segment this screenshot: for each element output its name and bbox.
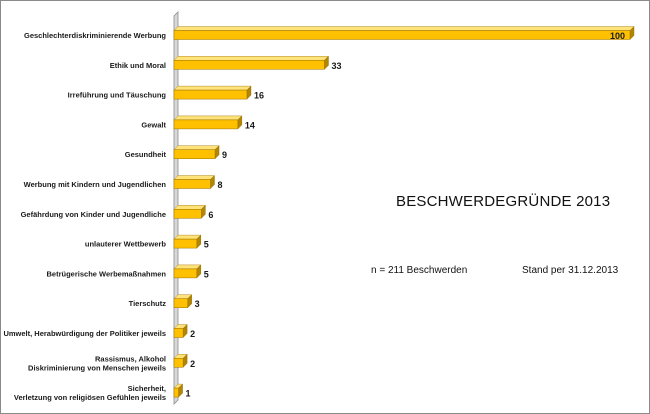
category-label: Sicherheit, Verletzung von religiösen Gef… [14,384,166,402]
category-label-line: Gefährdung von Kinder und Jugendliche [21,210,166,219]
value-label: 8 [217,180,222,190]
bar-top-face [173,264,202,270]
bar [173,119,239,130]
bar-top-face [173,85,252,91]
category-label: Werbung mit Kindern und Jugendlichen [24,180,167,189]
category-label: Irreführung und Täuschung [68,91,167,100]
category-label: Geschlechterdiskriminierende Werbung [24,31,166,40]
category-label: unlauterer Wettbewerb [85,240,167,249]
category-label-line: Werbung mit Kindern und Jugendlichen [24,180,167,189]
sample-size-note: n = 211 Beschwerden [371,265,468,276]
bar [173,149,216,159]
category-label-line: Geschlechterdiskriminierende Werbung [24,31,166,40]
bar [173,268,198,279]
bar [173,238,198,249]
bar [173,358,184,368]
value-label: 14 [245,120,255,130]
bar [173,387,179,398]
bar [173,89,248,100]
category-label: Ethik und Moral [110,61,166,70]
bar-top-face [173,234,202,240]
bar [173,60,325,70]
value-label: 2 [190,359,195,369]
category-label: Gefährdung von Kinder und Jugendliche [21,210,166,219]
bar-top-face [173,26,635,31]
value-label: 6 [208,210,213,220]
category-label-line: Diskriminierung von Menschen jeweils [28,363,166,372]
category-label-line: Rassismus, Alkohol [95,354,166,363]
bar [173,209,202,219]
value-label: 1 [186,389,191,399]
bar-top-face [173,145,220,150]
bar-top-face [173,205,206,210]
value-label: 9 [222,150,227,160]
category-label-line: Tierschutz [129,299,167,308]
value-label: 5 [204,269,209,279]
category-label-line: Ethik und Moral [110,61,166,70]
category-label-line: Verletzung von religiösen Gefühlen jewei… [14,393,166,402]
bar [173,328,184,338]
category-label: Gesundheit [125,150,167,159]
category-label-line: Gewalt [141,120,166,129]
value-label: 2 [190,329,195,339]
bar [173,179,211,189]
value-label: 33 [331,61,341,71]
category-label: Tierschutz [129,299,167,308]
bar-top-face [173,115,243,121]
bars-layer [173,26,635,398]
value-label: 5 [204,240,209,250]
category-label: Umwelt, Herabwürdigung der Politiker jew… [3,329,166,338]
category-label-line: Irreführung und Täuschung [68,91,167,100]
bar [173,30,631,40]
category-label-line: Gesundheit [125,150,167,159]
bar [173,298,188,308]
category-label: Betrügerische Werbemaßnahmen [47,269,167,278]
bar-top-face [173,56,329,61]
value-label: 100 [610,31,625,41]
category-label: Rassismus, Alkohol Diskriminierung von Me… [28,354,166,372]
chart-title: BESCHWERDEGRÜNDE 2013 [396,193,611,210]
value-label: 16 [254,91,264,101]
category-label-line: Umwelt, Herabwürdigung der Politiker jew… [3,329,166,338]
category-label-line: Sicherheit, [128,384,166,393]
date-note: Stand per 31.12.2013 [522,265,619,276]
value-label: 3 [195,299,200,309]
category-label-line: Betrügerische Werbemaßnahmen [47,269,167,278]
category-label: Gewalt [141,120,166,129]
labels-layer: Geschlechterdiskriminierende Werbung 100 E… [3,31,625,402]
bar-top-face [173,175,215,180]
category-label-line: unlauterer Wettbewerb [85,240,167,249]
